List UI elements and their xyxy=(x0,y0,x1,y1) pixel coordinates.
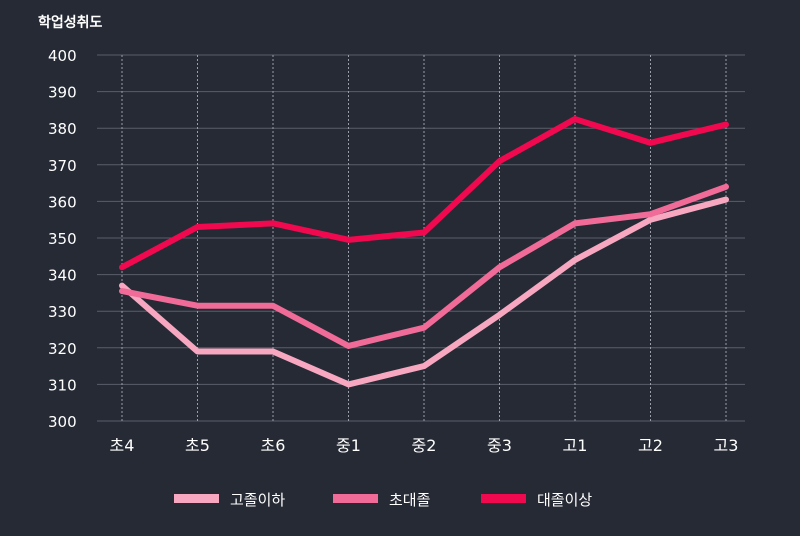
legend-label: 고졸이하 xyxy=(230,491,285,509)
legend-swatch xyxy=(481,494,526,503)
x-tick-label: 중2 xyxy=(412,436,437,455)
y-tick-label: 340 xyxy=(48,267,77,285)
legend-swatch xyxy=(174,494,219,503)
y-axis-label: 학업성취도 xyxy=(38,15,103,31)
y-tick-label: 360 xyxy=(48,193,77,211)
y-tick-label: 310 xyxy=(48,376,77,394)
x-tick-label: 초4 xyxy=(110,436,135,455)
y-tick-label: 300 xyxy=(48,413,77,431)
y-tick-label: 320 xyxy=(48,340,77,358)
legend-label: 초대졸 xyxy=(389,491,430,509)
y-tick-label: 390 xyxy=(48,84,77,102)
y-tick-labels: 300 310 320 330 340 350 360 370 380 390 400 xyxy=(48,47,77,431)
series-line xyxy=(122,187,726,346)
x-tick-label: 고3 xyxy=(714,436,739,455)
legend-swatch xyxy=(333,494,378,503)
legend-label: 대졸이상 xyxy=(537,491,592,509)
y-tick-label: 330 xyxy=(48,303,77,321)
x-tick-label: 중3 xyxy=(487,436,512,455)
y-tick-label: 380 xyxy=(48,120,77,138)
x-tick-label: 초6 xyxy=(261,436,286,455)
x-tick-label: 중1 xyxy=(336,436,361,455)
x-tick-label: 고1 xyxy=(563,436,588,455)
x-tick-labels: 초4 초5 초6 중1 중2 중3 고1 고2 고3 xyxy=(110,436,739,455)
legend: 고졸이하 초대졸 대졸이상 xyxy=(174,491,592,509)
series-line xyxy=(122,119,726,267)
x-tick-label: 고2 xyxy=(638,436,663,455)
y-tick-label: 350 xyxy=(48,230,77,248)
y-tick-label: 370 xyxy=(48,157,77,175)
y-tick-label: 400 xyxy=(48,47,77,65)
x-tick-label: 초5 xyxy=(185,436,210,455)
